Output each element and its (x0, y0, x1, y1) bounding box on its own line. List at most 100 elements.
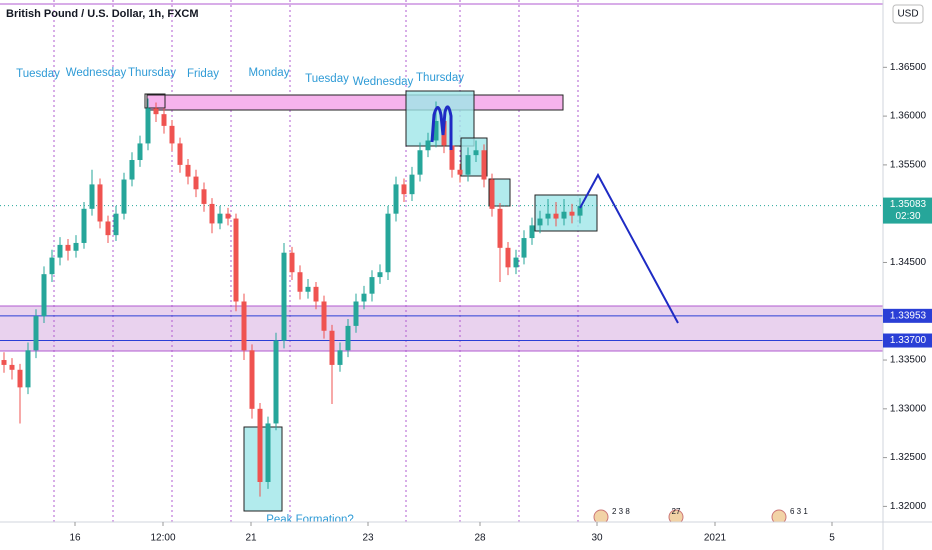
box (144, 93, 166, 109)
candle-body (49, 257, 55, 275)
level-tag (883, 333, 932, 348)
candle-body (337, 350, 343, 365)
candle-body (209, 203, 215, 224)
candle-body (361, 293, 367, 302)
forecast-line (579, 172, 679, 324)
x-tick-label: 2021 (704, 533, 727, 544)
candle-body (577, 205, 583, 216)
candle-body (369, 277, 375, 294)
y-tick-label: 1.33000 (890, 403, 927, 414)
candle-body (73, 242, 79, 251)
background-layer (0, 0, 883, 522)
level-label: 1.33953 (890, 310, 927, 321)
candle-body (201, 189, 207, 204)
candle-body (105, 221, 111, 236)
candle-body (265, 423, 271, 482)
day-label: Wednesday (353, 76, 414, 88)
time-axis (0, 522, 883, 550)
y-tick-label: 1.36500 (890, 62, 927, 73)
candle-body (481, 150, 487, 180)
candle-body (417, 150, 423, 175)
candle-body (89, 184, 95, 209)
candle-body (249, 350, 255, 409)
last-price-label: 1.35083 (890, 199, 927, 210)
candle-body (121, 179, 127, 214)
candle-body (385, 213, 391, 273)
candle-body (17, 369, 23, 388)
candle-body (225, 213, 231, 219)
candle-body (537, 218, 543, 226)
axis-layer: 1.32000 1.32500 1.33000 1.33500 1.34500 1.350… (69, 62, 932, 544)
candle-body (273, 340, 279, 424)
candle-body (57, 244, 63, 258)
chart-title: British Pound / U.S. Dollar, 1h, FXCM (6, 8, 199, 20)
candle-body (345, 325, 351, 351)
candle-body (465, 155, 471, 175)
currency-label[interactable]: USD (897, 9, 918, 20)
candle-body (177, 143, 183, 165)
candle-body (129, 160, 135, 180)
candle-body (297, 272, 303, 292)
x-tick-label: 21 (245, 533, 257, 544)
candle-body (1, 360, 7, 365)
event-label: 6 3 1 (790, 507, 808, 516)
candle-body (257, 408, 263, 482)
level-label: 1.33700 (890, 335, 927, 346)
candle-body (505, 247, 511, 268)
candle-body (113, 213, 119, 236)
box (243, 426, 283, 512)
x-tick-label: 30 (591, 533, 603, 544)
candle-body (545, 213, 551, 219)
y-tick-label: 1.36000 (890, 111, 927, 122)
candle-body (281, 252, 287, 341)
candle-body (473, 150, 479, 156)
y-tick-label: 1.32000 (890, 501, 927, 512)
candle-body (433, 120, 439, 141)
x-tick-label: 5 (829, 533, 835, 544)
day-label: Tuesday (305, 73, 349, 85)
level-tag (883, 308, 932, 323)
candle-body (9, 364, 15, 370)
day-label: Thursday (128, 67, 176, 79)
candle-body (457, 169, 463, 175)
x-tick-label: 12:00 (150, 533, 175, 544)
currency-button[interactable] (892, 4, 924, 24)
candle-body (81, 208, 87, 243)
resistance-box (146, 94, 564, 111)
candle-body (521, 238, 527, 258)
candle-body (153, 108, 159, 115)
candle-body (241, 301, 247, 351)
candle-body (41, 274, 47, 317)
candle-body (449, 145, 455, 170)
x-tick-label: 23 (362, 533, 374, 544)
candle-body (377, 272, 383, 278)
candles (0, 98, 883, 497)
x-tick-label: 28 (474, 533, 486, 544)
candle-body (97, 184, 103, 222)
y-tick-label: 1.33500 (890, 355, 927, 366)
candle-body (329, 330, 335, 365)
day-label: Wednesday (66, 67, 127, 79)
candle-body (33, 316, 39, 351)
candle-body (289, 252, 295, 273)
countdown-label: 02:30 (895, 211, 920, 222)
event-label: 2 3 8 (612, 507, 630, 516)
candle-body (65, 244, 71, 251)
candle-body (169, 125, 175, 144)
candle-body (233, 218, 239, 302)
day-label: Thursday (416, 72, 464, 84)
candle-body (193, 176, 199, 190)
zone (0, 306, 883, 351)
day-label: Friday (187, 68, 219, 80)
candle-body (313, 286, 319, 302)
day-labels: Tuesday Wednesday Thursday Friday Monday… (16, 67, 464, 526)
candle-body (409, 174, 415, 195)
last-price-tag (883, 197, 932, 224)
candle-body (513, 257, 519, 268)
y-tick-label: 1.32500 (890, 452, 927, 463)
candle-body (25, 350, 31, 388)
price-axis (883, 0, 932, 550)
y-tick-label: 1.35500 (890, 160, 927, 171)
